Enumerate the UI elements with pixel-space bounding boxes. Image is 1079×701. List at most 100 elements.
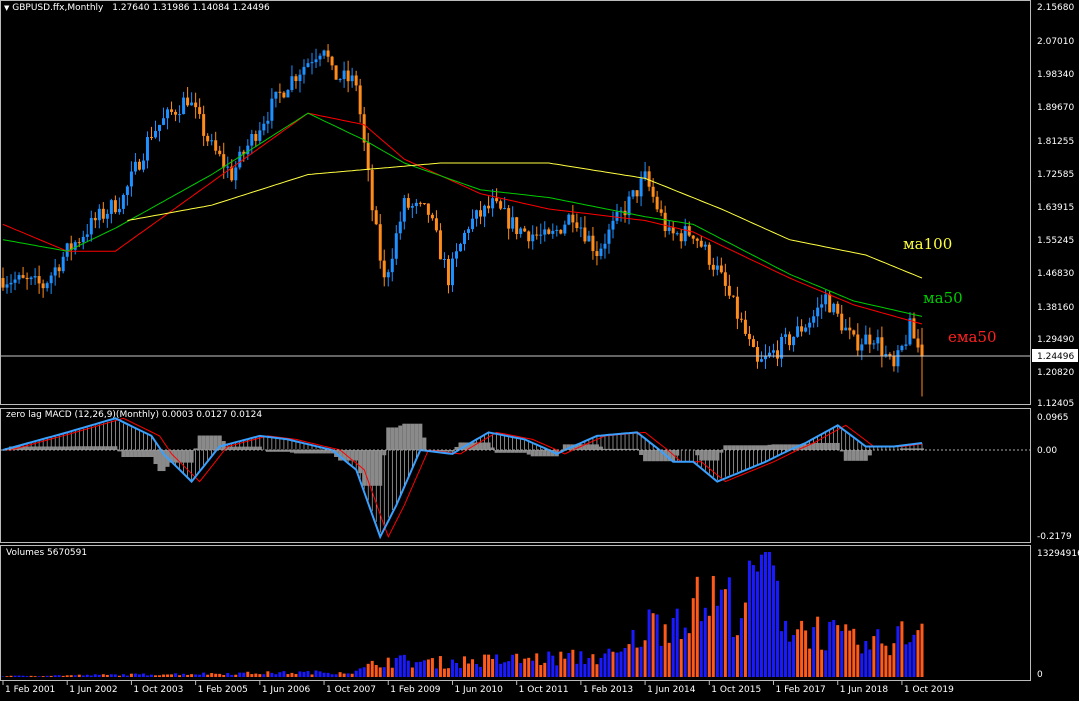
macd-signal-bar xyxy=(277,450,282,452)
volume-bar xyxy=(659,645,663,677)
volume-bar xyxy=(322,672,326,677)
candle-body xyxy=(595,251,599,257)
macd-signal-bar xyxy=(133,450,138,458)
candle-body xyxy=(442,259,446,261)
menu-triangle-icon[interactable]: ▼ xyxy=(4,4,10,12)
candle-body xyxy=(828,294,832,313)
volume-bar xyxy=(595,664,599,677)
volume-bar xyxy=(61,675,65,677)
candle-body xyxy=(117,208,121,213)
macd-signal-bar xyxy=(458,442,463,450)
macd-signal-bar xyxy=(907,448,912,450)
candle-body xyxy=(703,244,707,247)
candle-body xyxy=(780,336,784,359)
volume-bar xyxy=(434,668,438,677)
volume-bar xyxy=(125,675,129,677)
volume-bar xyxy=(864,641,868,677)
volume-bar xyxy=(888,655,892,677)
volume-bar xyxy=(751,565,755,677)
macd-signal-bar xyxy=(671,450,676,462)
volume-bar xyxy=(755,571,759,677)
macd-signal-bar xyxy=(506,450,511,453)
candle-body xyxy=(651,186,655,197)
volume-bar xyxy=(872,636,876,677)
candle-body xyxy=(57,267,61,272)
macd-signal-bar xyxy=(13,446,18,450)
volume-bar xyxy=(519,663,523,677)
ema50-label: ема50 xyxy=(948,328,997,346)
candle-body xyxy=(158,124,162,131)
macd-signal-bar xyxy=(161,450,166,472)
macd-signal-bar xyxy=(803,444,808,450)
volume-bar xyxy=(378,667,382,677)
volume-bar xyxy=(13,675,17,677)
volume-bar xyxy=(29,675,33,677)
candle-body xyxy=(49,275,53,284)
macd-signal-bar xyxy=(241,446,246,450)
volume-bar xyxy=(145,675,149,677)
volume-bar xyxy=(884,645,888,677)
volume-bar xyxy=(9,675,13,677)
candle-body xyxy=(29,277,33,280)
macd-signal-bar xyxy=(751,445,756,450)
ma50-label: ма50 xyxy=(923,289,963,307)
volume-bar xyxy=(559,651,563,677)
macd-signal-bar xyxy=(354,450,359,461)
candle-body xyxy=(715,265,719,270)
macd-signal-bar xyxy=(859,450,864,461)
macd-signal-bar xyxy=(149,450,154,458)
price-candles xyxy=(1,44,924,397)
candle-body xyxy=(438,230,442,260)
macd-signal-bar xyxy=(787,444,792,450)
candle-body xyxy=(186,97,190,106)
macd-signal-bar xyxy=(253,446,258,450)
macd-signal-bar xyxy=(582,444,587,450)
y-tick: 1.72585 xyxy=(1037,170,1074,180)
candle-body xyxy=(65,243,69,257)
candle-body xyxy=(294,76,298,82)
volume-bar xyxy=(467,663,471,677)
volume-bar xyxy=(759,554,763,677)
candle-body xyxy=(872,343,876,345)
x-tick-label: 1 Feb 2009 xyxy=(390,685,441,695)
candle-body xyxy=(824,294,828,305)
candle-body xyxy=(13,279,17,283)
candle-body xyxy=(768,352,772,356)
volume-bar xyxy=(812,627,816,677)
volume-bar xyxy=(824,650,828,677)
candle-body xyxy=(137,161,141,170)
volume-bar xyxy=(206,674,210,677)
macd-signal-bar xyxy=(667,450,672,462)
volume-bars xyxy=(1,552,924,677)
macd-indicator xyxy=(2,417,924,540)
candle-body xyxy=(286,90,290,98)
volume-bar xyxy=(743,602,747,677)
volume-bar xyxy=(178,675,182,677)
candle-body xyxy=(916,338,920,348)
candle-body xyxy=(796,326,800,337)
macd-signal-bar xyxy=(623,448,628,450)
macd-signal-line xyxy=(3,417,923,539)
volume-bar xyxy=(21,675,25,677)
volume-bar xyxy=(190,674,194,677)
volume-bar xyxy=(772,565,776,677)
macd-signal-bar xyxy=(77,446,82,450)
macd-signal-bar xyxy=(285,450,290,452)
macd-signal-bar xyxy=(378,450,383,486)
candle-body xyxy=(133,161,137,172)
macd-signal-bar xyxy=(743,445,748,450)
macd-signal-bar xyxy=(205,435,210,450)
candle-body xyxy=(262,123,266,131)
volume-bar xyxy=(242,672,246,677)
volume-bar xyxy=(587,657,591,677)
candle-body xyxy=(326,50,330,57)
x-tick-label: 1 Jun 2002 xyxy=(69,685,117,695)
volume-bar xyxy=(290,672,294,677)
macd-signal-bar xyxy=(366,450,371,486)
x-tick-label: 1 Feb 2013 xyxy=(583,685,633,695)
macd-signal-bar xyxy=(719,450,724,453)
volume-bar xyxy=(298,671,302,677)
volume-bar xyxy=(342,673,346,677)
y-tick: 1.63915 xyxy=(1037,203,1074,213)
